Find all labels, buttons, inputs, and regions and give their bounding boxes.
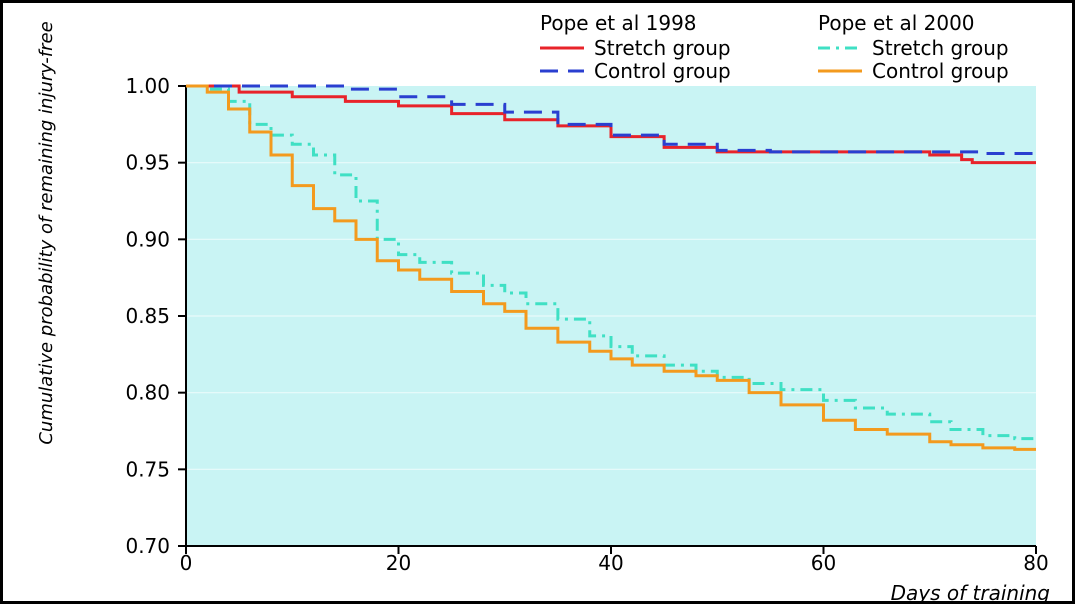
x-tick-label-0: 0: [180, 551, 193, 575]
axes: [178, 86, 1036, 554]
x-tick-label-3: 60: [811, 551, 836, 575]
y-tick-label-0: 0.70: [125, 534, 170, 558]
legend-label-0-1: Control group: [594, 59, 731, 83]
series-line-0: [186, 84, 1036, 165]
y-tick-label-4: 0.90: [125, 227, 170, 251]
series-line-3: [186, 84, 1036, 451]
y-tick-label-3: 0.85: [125, 304, 170, 328]
x-tick-label-4: 80: [1023, 551, 1048, 575]
legend-group-title-0: Pope et al 1998: [540, 11, 697, 35]
y-tick-label-1: 0.75: [125, 457, 170, 481]
x-axis-label: Days of training: [891, 581, 1050, 604]
legend-label-1-0: Stretch group: [872, 36, 1009, 60]
series-layer: [186, 84, 1038, 451]
x-tick-label-1: 20: [386, 551, 411, 575]
y-tick-label-5: 0.95: [125, 151, 170, 175]
legend-label-1-1: Control group: [872, 59, 1009, 83]
axis-labels: Days of training Cumulative probability …: [36, 21, 1050, 604]
legend-label-0-0: Stretch group: [594, 36, 731, 60]
grid-lines: [186, 162, 1036, 470]
series-line-2: [186, 84, 1038, 441]
y-axis-label: Cumulative probability of remaining inju…: [36, 21, 57, 444]
y-tick-label-2: 0.80: [125, 381, 170, 405]
x-tick-label-2: 40: [598, 551, 623, 575]
tick-labels: 0.70 0.75 0.80 0.85 0.90 0.95 1.00 0 20 40 60 80: [125, 74, 1048, 575]
legend-group-title-1: Pope et al 2000: [818, 11, 975, 35]
y-tick-label-6: 1.00: [125, 74, 170, 98]
